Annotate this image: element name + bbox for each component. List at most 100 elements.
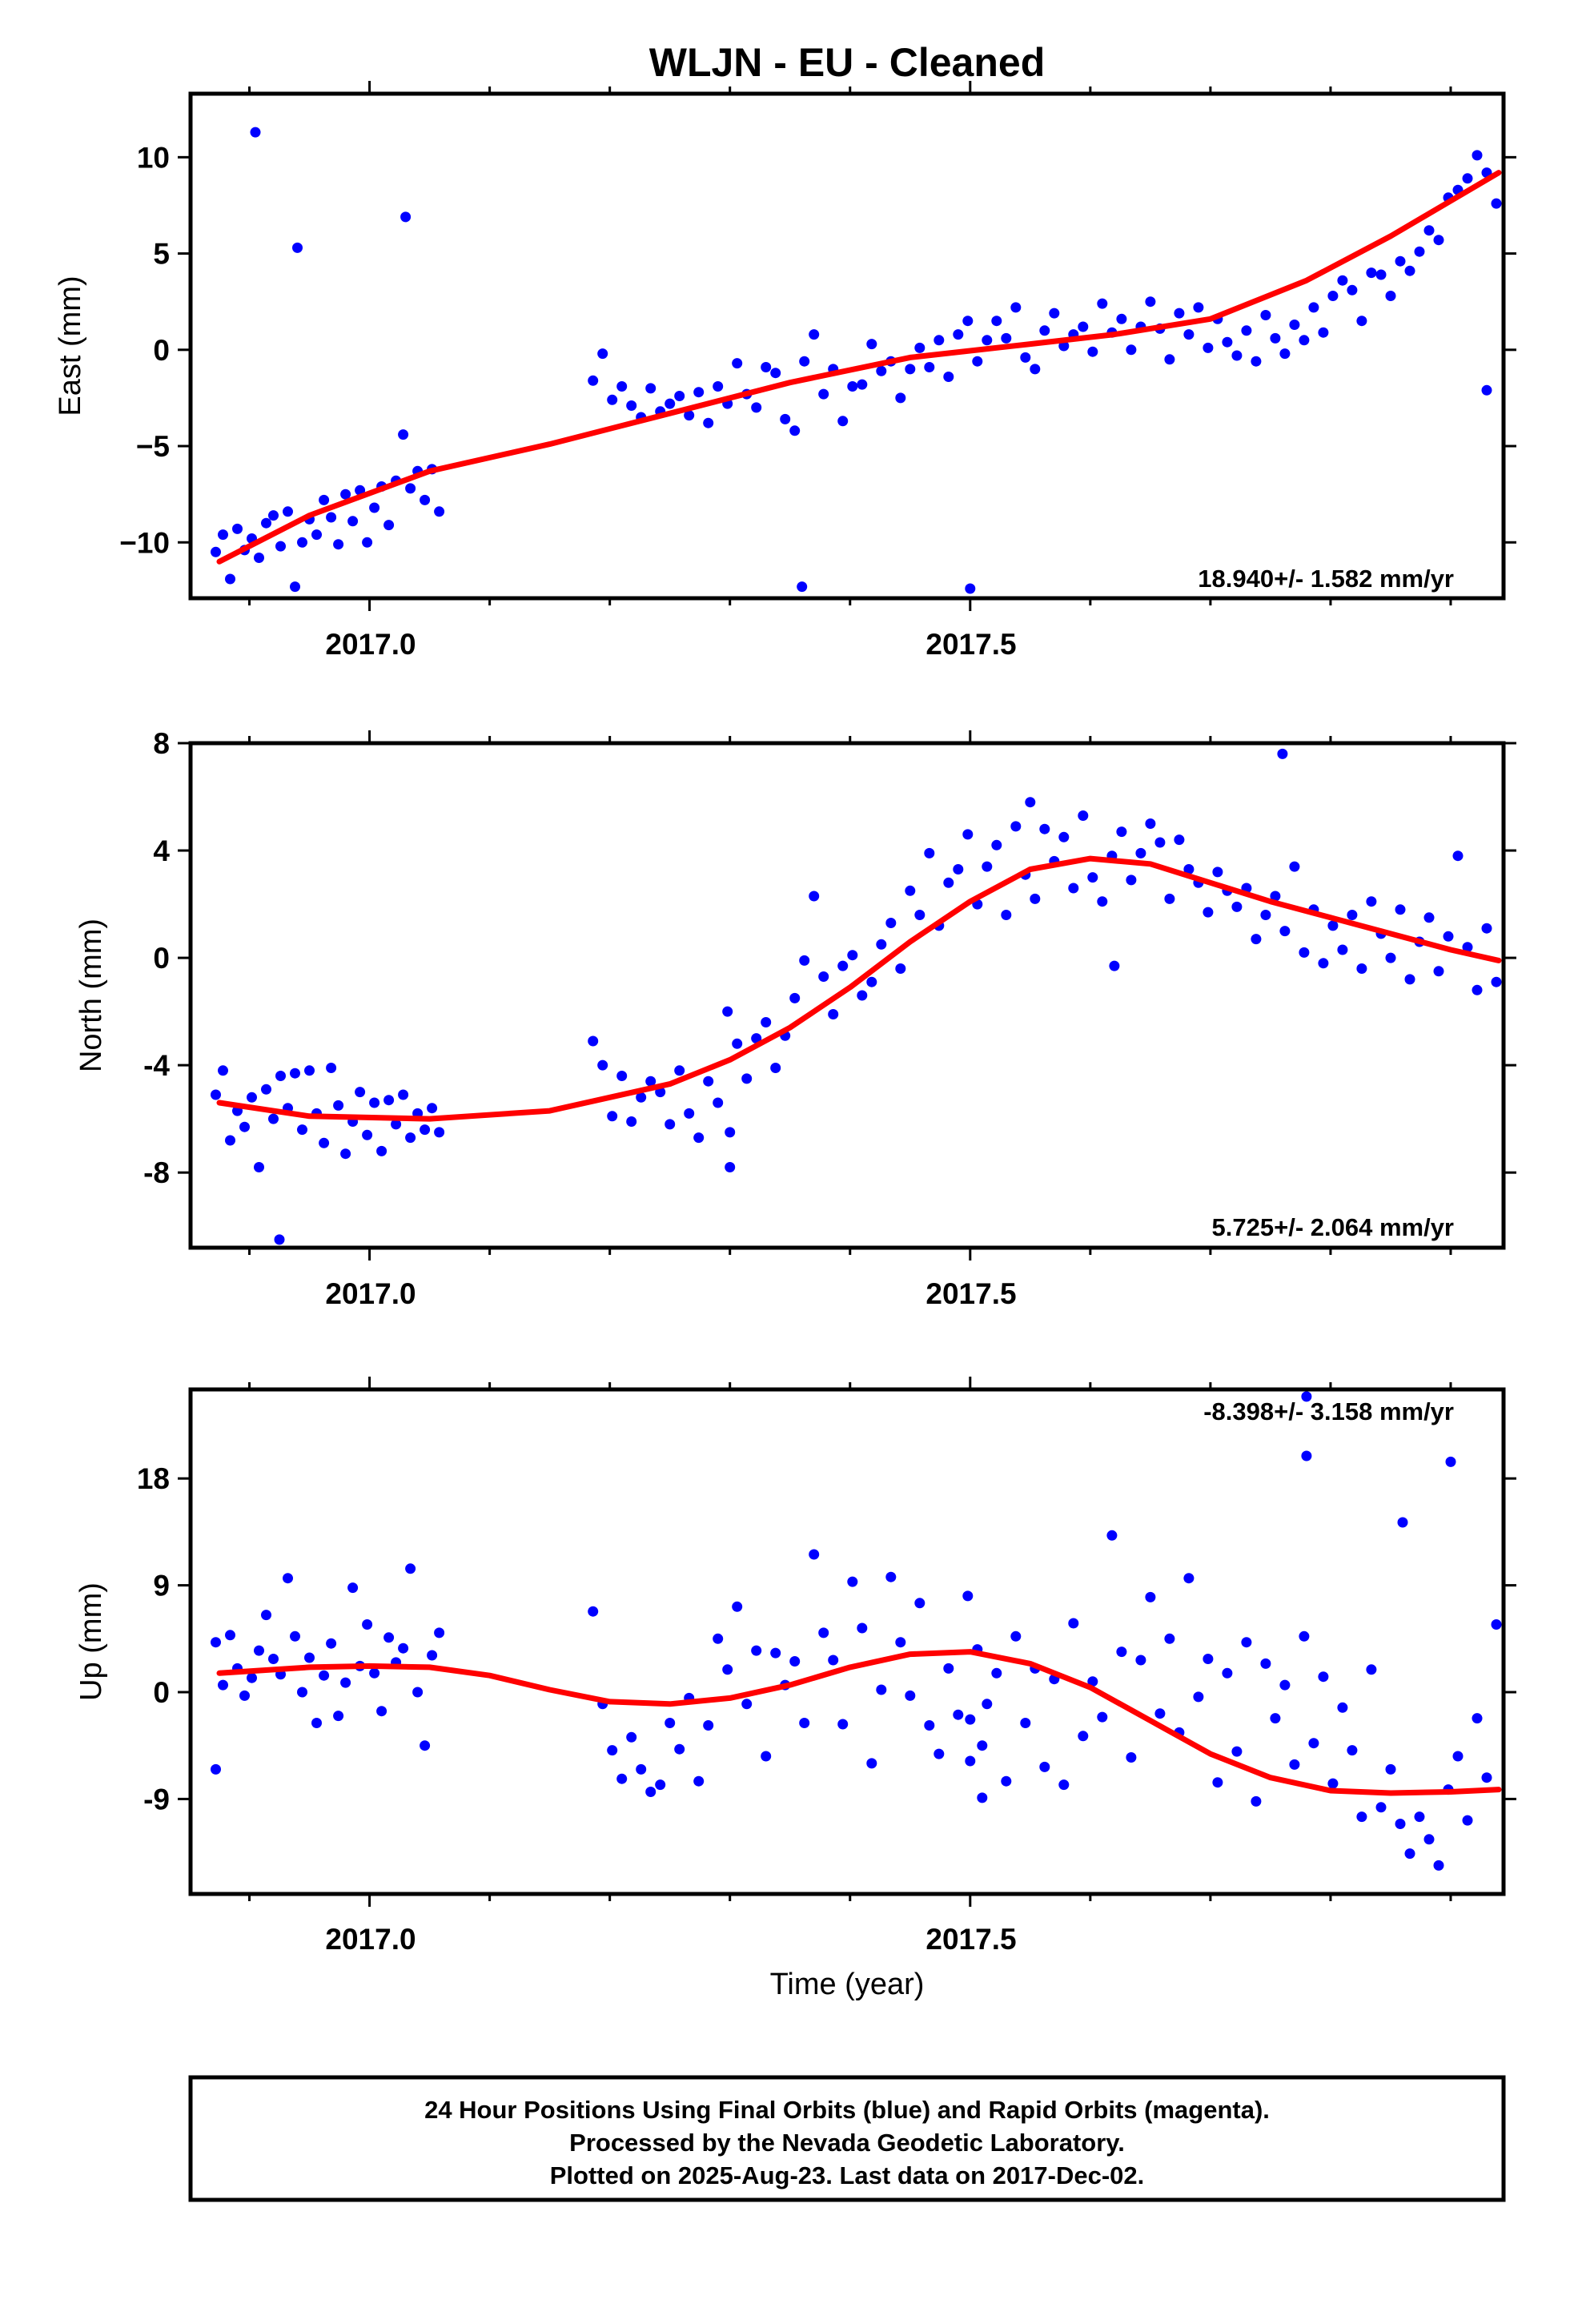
east-data-points xyxy=(211,127,1502,594)
up-point xyxy=(847,1576,858,1587)
up-point xyxy=(1251,1795,1262,1807)
up-point xyxy=(1183,1573,1195,1584)
up-point xyxy=(218,1679,228,1691)
north-point xyxy=(713,1097,724,1108)
north-point xyxy=(818,971,829,982)
up-point xyxy=(751,1645,762,1656)
east-point xyxy=(645,383,656,394)
up-ytick-label: 0 xyxy=(153,1676,170,1709)
up-point xyxy=(914,1598,926,1609)
north-point xyxy=(398,1089,409,1100)
up-point xyxy=(420,1740,431,1751)
up-axis-label: Up (mm) xyxy=(74,1582,108,1701)
east-ytick-label: 5 xyxy=(153,238,170,271)
east-point xyxy=(965,583,976,594)
up-point xyxy=(398,1642,409,1654)
up-point xyxy=(799,1718,810,1728)
north-point xyxy=(1318,958,1329,969)
up-point xyxy=(977,1740,988,1751)
north-point xyxy=(1109,960,1120,971)
east-point xyxy=(797,581,808,593)
up-point xyxy=(239,1690,250,1701)
north-point xyxy=(326,1063,337,1073)
east-axis-label: East (mm) xyxy=(54,275,87,416)
north-point xyxy=(616,1071,628,1081)
up-point xyxy=(1356,1811,1367,1823)
north-point xyxy=(1039,823,1050,834)
up-point xyxy=(895,1637,906,1648)
east-point xyxy=(1049,308,1060,319)
north-point xyxy=(1231,901,1243,912)
footer-line-1: 24 Hour Positions Using Final Orbits (bl… xyxy=(424,2096,1270,2124)
footer-frame xyxy=(188,2075,1506,2202)
chart-title: WLJN - EU - Cleaned xyxy=(649,40,1045,85)
up-point xyxy=(645,1787,656,1797)
up-axes: -9 0 9 18 xyxy=(137,1377,1516,1907)
north-point xyxy=(914,910,926,920)
east-point xyxy=(924,362,935,372)
north-point xyxy=(1270,891,1281,902)
east-point xyxy=(326,512,337,523)
east-point xyxy=(232,523,243,534)
up-xtick-label-2017-0: 2017.0 xyxy=(325,1923,416,1956)
east-point xyxy=(261,517,271,529)
up-point xyxy=(1279,1679,1291,1691)
north-point xyxy=(1491,976,1502,987)
east-point xyxy=(362,537,373,548)
east-point xyxy=(1481,384,1492,396)
east-point xyxy=(943,372,954,382)
north-ytick-label: -8 xyxy=(143,1156,170,1189)
north-point xyxy=(991,839,1002,850)
east-point xyxy=(1337,275,1348,286)
east-point xyxy=(991,316,1002,327)
up-point xyxy=(1222,1667,1233,1679)
north-xtick-label-2017-5: 2017.5 xyxy=(926,1277,1016,1310)
up-plot-frame xyxy=(188,1387,1506,1896)
east-point xyxy=(211,546,221,557)
north-point xyxy=(427,1103,438,1114)
north-point xyxy=(809,891,820,902)
east-point xyxy=(1260,310,1271,320)
east-point xyxy=(1126,344,1137,356)
north-point xyxy=(645,1076,656,1087)
north-ytick-label: -4 xyxy=(143,1049,170,1082)
east-point xyxy=(1318,327,1329,338)
north-point xyxy=(1472,984,1483,995)
up-point xyxy=(965,1714,976,1725)
east-point xyxy=(1366,267,1377,279)
up-point xyxy=(412,1687,424,1698)
up-point xyxy=(616,1773,628,1784)
north-point xyxy=(1277,748,1288,759)
east-point xyxy=(1395,255,1406,267)
east-point xyxy=(254,553,264,563)
up-point xyxy=(693,1775,705,1787)
east-point xyxy=(934,335,945,346)
north-point xyxy=(1183,864,1195,875)
north-point xyxy=(1087,872,1098,883)
up-point xyxy=(1058,1779,1070,1791)
east-point xyxy=(665,398,676,409)
north-point xyxy=(741,1073,753,1084)
up-point xyxy=(1327,1778,1339,1789)
east-point xyxy=(1423,225,1435,236)
north-point xyxy=(333,1100,344,1111)
east-point xyxy=(1039,325,1050,336)
up-point xyxy=(427,1650,438,1661)
up-point xyxy=(311,1718,322,1728)
up-point xyxy=(1301,1391,1312,1402)
x-axis-label: Time (year) xyxy=(770,1968,925,2001)
up-point xyxy=(866,1758,877,1769)
north-point xyxy=(1452,850,1464,862)
up-point xyxy=(770,1647,781,1659)
east-point xyxy=(292,242,303,253)
east-point xyxy=(290,581,300,593)
east-point xyxy=(905,364,916,375)
east-point xyxy=(789,425,801,436)
up-point xyxy=(1347,1745,1358,1756)
north-point xyxy=(290,1068,300,1079)
up-point xyxy=(885,1571,897,1582)
up-point xyxy=(943,1663,954,1674)
north-point xyxy=(297,1124,307,1136)
north-point xyxy=(239,1121,250,1132)
north-data-points xyxy=(211,748,1502,1245)
